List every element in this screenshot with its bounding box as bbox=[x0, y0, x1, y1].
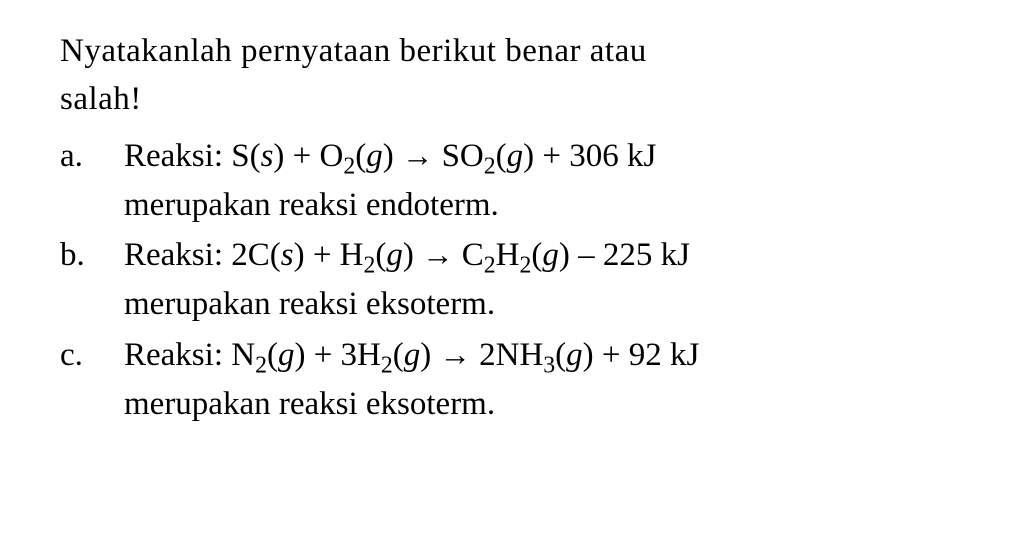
eq-text: ( bbox=[555, 337, 566, 373]
state-s: s bbox=[281, 237, 294, 273]
subscript-2: 2 bbox=[255, 353, 267, 379]
intro-line-2: salah! bbox=[60, 76, 973, 124]
arrow-icon: → bbox=[440, 337, 471, 372]
item-a: a. Reaksi: S(s) + O2(g) → SO2(g) + 306 k… bbox=[60, 132, 973, 230]
eq-text: S( bbox=[231, 138, 260, 174]
eq-text: 2C( bbox=[231, 237, 281, 273]
state-g: g bbox=[278, 337, 295, 373]
eq-text: C bbox=[453, 237, 483, 273]
subscript-2: 2 bbox=[381, 353, 393, 379]
eq-text: ) bbox=[403, 237, 422, 273]
subscript-2: 2 bbox=[364, 253, 376, 279]
eq-text: ( bbox=[496, 138, 507, 174]
item-a-body: Reaksi: S(s) + O2(g) → SO2(g) + 306 kJ m… bbox=[124, 132, 973, 230]
item-c: c. Reaksi: N2(g) + 3H2(g) → 2NH3(g) + 92… bbox=[60, 331, 973, 429]
eq-text: ) bbox=[420, 337, 439, 373]
eq-text: ( bbox=[355, 138, 366, 174]
eq-text: N bbox=[231, 337, 255, 373]
arrow-icon: → bbox=[422, 237, 453, 272]
state-g: g bbox=[404, 337, 421, 373]
eq-text: ) + H bbox=[294, 237, 364, 273]
subscript-2: 2 bbox=[484, 153, 496, 179]
eq-text: ) + 92 kJ bbox=[583, 337, 700, 373]
item-a-label: a. bbox=[60, 132, 124, 230]
eq-text: ( bbox=[531, 237, 542, 273]
reaksi-prefix: Reaksi: bbox=[124, 237, 231, 273]
intro-line-1: Nyatakanlah pernyataan berikut benar ata… bbox=[60, 28, 973, 76]
state-g: g bbox=[566, 337, 583, 373]
reaksi-prefix: Reaksi: bbox=[124, 337, 231, 373]
item-b-body: Reaksi: 2C(s) + H2(g) → C2H2(g) – 225 kJ… bbox=[124, 231, 973, 329]
item-a-description: merupakan reaksi endoterm. bbox=[124, 181, 973, 230]
state-g: g bbox=[366, 138, 383, 174]
eq-text: ) + 3H bbox=[294, 337, 380, 373]
eq-text: ( bbox=[393, 337, 404, 373]
item-list: a. Reaksi: S(s) + O2(g) → SO2(g) + 306 k… bbox=[60, 132, 973, 429]
eq-text: SO bbox=[433, 138, 483, 174]
item-c-label: c. bbox=[60, 331, 124, 429]
question-block: Nyatakanlah pernyataan berikut benar ata… bbox=[60, 28, 973, 429]
eq-text: H bbox=[496, 237, 520, 273]
subscript-2: 2 bbox=[519, 253, 531, 279]
item-a-reaction: Reaksi: S(s) + O2(g) → SO2(g) + 306 kJ bbox=[124, 132, 973, 181]
eq-text: ) bbox=[383, 138, 402, 174]
reaksi-prefix: Reaksi: bbox=[124, 138, 231, 174]
item-b-description: merupakan reaksi eksoterm. bbox=[124, 280, 973, 329]
item-b-label: b. bbox=[60, 231, 124, 329]
item-c-body: Reaksi: N2(g) + 3H2(g) → 2NH3(g) + 92 kJ… bbox=[124, 331, 973, 429]
eq-text: ( bbox=[375, 237, 386, 273]
subscript-3: 3 bbox=[543, 353, 555, 379]
subscript-2: 2 bbox=[484, 253, 496, 279]
item-b: b. Reaksi: 2C(s) + H2(g) → C2H2(g) – 225… bbox=[60, 231, 973, 329]
item-c-description: merupakan reaksi eksoterm. bbox=[124, 380, 973, 429]
eq-text: ( bbox=[267, 337, 278, 373]
arrow-icon: → bbox=[402, 138, 433, 173]
state-g: g bbox=[386, 237, 403, 273]
state-g: g bbox=[542, 237, 559, 273]
item-c-reaction: Reaksi: N2(g) + 3H2(g) → 2NH3(g) + 92 kJ bbox=[124, 331, 973, 380]
eq-text: ) + 306 kJ bbox=[523, 138, 656, 174]
state-s: s bbox=[261, 138, 274, 174]
eq-text: ) + O bbox=[273, 138, 343, 174]
eq-text: ) – 225 kJ bbox=[559, 237, 690, 273]
item-b-reaction: Reaksi: 2C(s) + H2(g) → C2H2(g) – 225 kJ bbox=[124, 231, 973, 280]
state-g: g bbox=[507, 138, 524, 174]
subscript-2: 2 bbox=[343, 153, 355, 179]
eq-text: 2NH bbox=[471, 337, 543, 373]
question-intro: Nyatakanlah pernyataan berikut benar ata… bbox=[60, 28, 973, 124]
